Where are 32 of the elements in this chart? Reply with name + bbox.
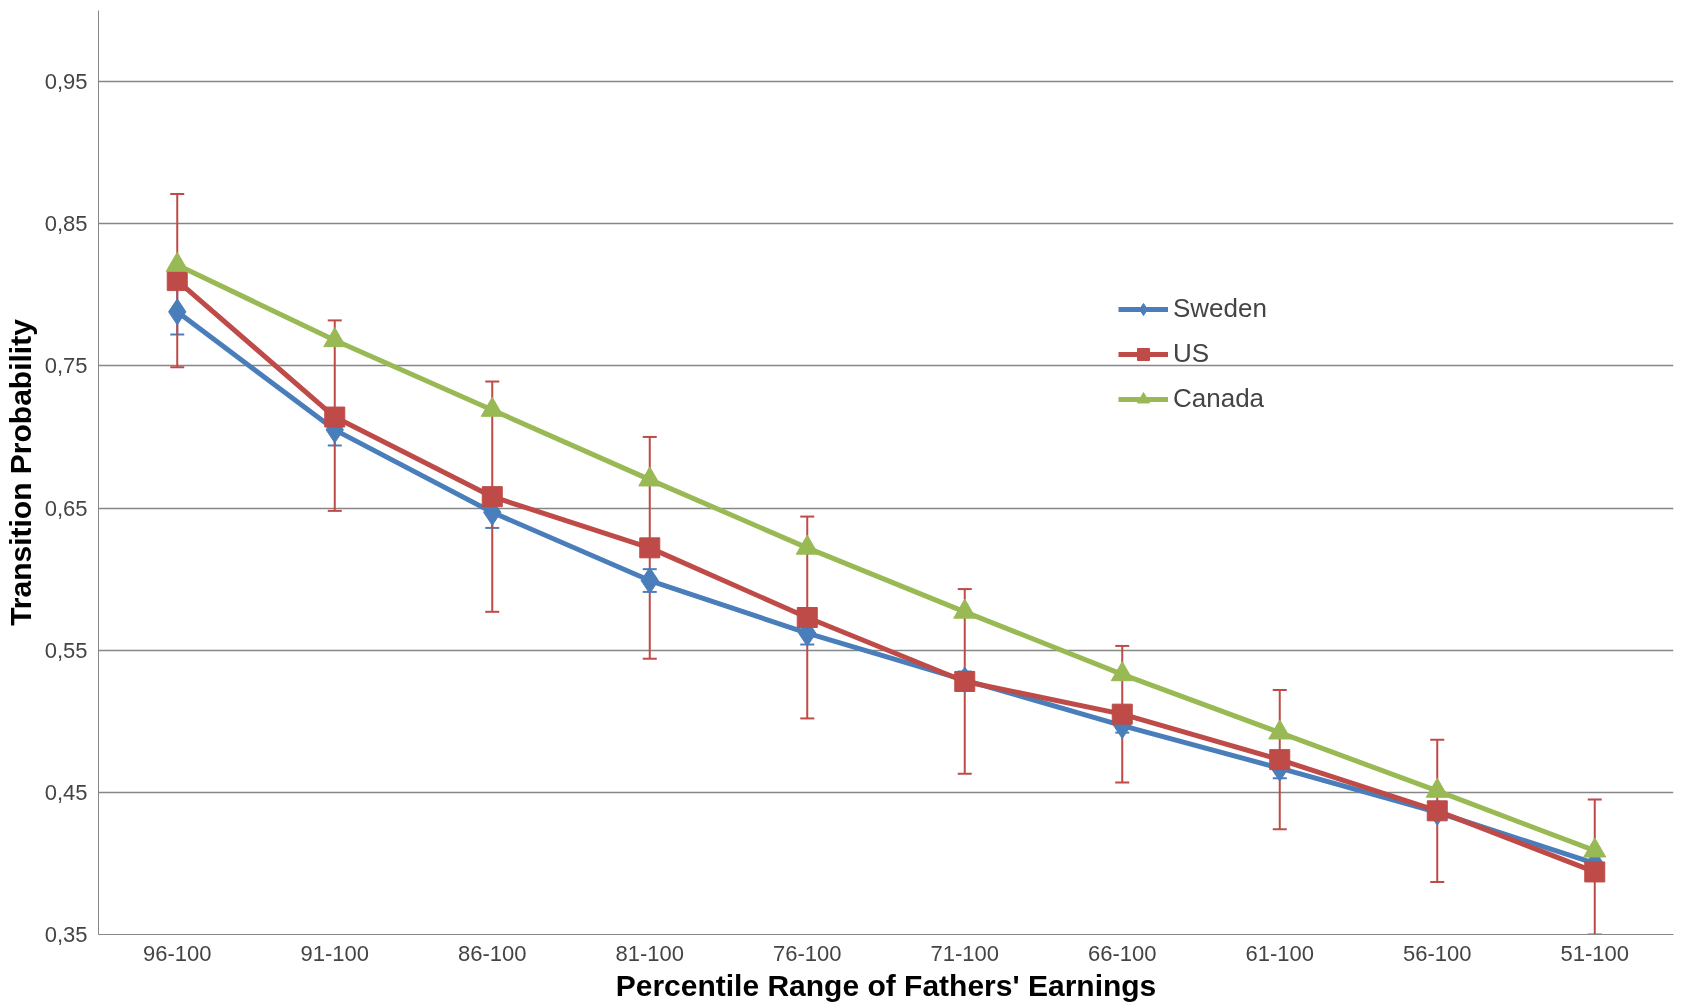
point — [1426, 800, 1448, 822]
point — [481, 486, 503, 508]
x-tick-label: 56-100 — [1403, 940, 1472, 966]
x-tick-label: 86-100 — [458, 940, 527, 966]
y-tick-label: 0,95 — [44, 69, 88, 95]
point — [1584, 861, 1606, 883]
point — [796, 607, 818, 628]
y-tick-label: 0,75 — [44, 353, 88, 379]
point — [1269, 749, 1291, 771]
x-tick-label: 51-100 — [1560, 940, 1630, 966]
x-tick-label: 71-100 — [930, 940, 1000, 966]
point — [166, 270, 188, 292]
y-axis-title: Transition Probability — [3, 318, 37, 626]
point — [639, 537, 661, 559]
x-tick-label: 76-100 — [773, 940, 842, 966]
point — [1111, 703, 1133, 725]
legend-label: Sweden — [1173, 293, 1267, 324]
y-tick-label: 0,45 — [44, 779, 88, 805]
point — [954, 670, 976, 692]
point — [324, 406, 346, 428]
y-tick-label: 0,55 — [44, 637, 88, 663]
legend-label: Canada — [1173, 383, 1265, 414]
y-tick-label: 0,35 — [44, 922, 88, 947]
x-tick-label: 96-100 — [143, 940, 212, 966]
x-tick-label: 66-100 — [1088, 940, 1157, 966]
x-tick-label: 61-100 — [1245, 940, 1315, 966]
x-tick-label: 91-100 — [300, 940, 370, 966]
x-axis-title: Percentile Range of Fathers' Earnings — [615, 968, 1157, 1002]
y-tick-label: 0,65 — [44, 495, 88, 521]
x-tick-label: 81-100 — [615, 940, 685, 966]
legend-label: US — [1173, 338, 1210, 369]
y-tick-label: 0,85 — [44, 211, 88, 237]
